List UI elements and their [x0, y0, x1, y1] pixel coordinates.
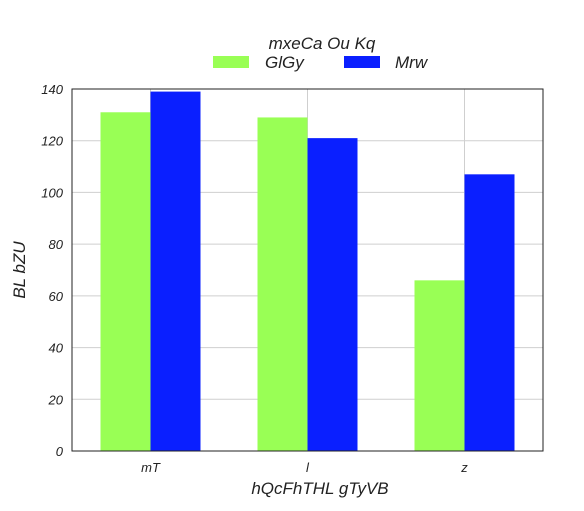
x-tick-label: mT: [141, 460, 161, 475]
legend-title: mxeCa Ou Kq: [269, 34, 376, 53]
bar-glgy-z: [414, 280, 465, 451]
legend-swatch-mrw: [344, 56, 380, 68]
y-tick-label: 60: [49, 289, 64, 304]
legend: mxeCa Ou Kq GlGy Mrw: [213, 34, 429, 72]
y-tick-label: 0: [56, 444, 64, 459]
y-tick-label: 80: [49, 237, 64, 252]
plot-frame: [71, 88, 544, 452]
x-axis-label: hQcFhTHL gTyVB: [251, 479, 388, 498]
y-tick-label: 20: [48, 392, 64, 407]
y-tick-labels: 0 20 40 60 80 100 120 140: [41, 82, 63, 459]
y-tick-label: 140: [41, 82, 63, 97]
bar-mrw-l: [307, 138, 358, 451]
x-tick-labels: mT l z: [141, 460, 468, 475]
x-tick-label: l: [306, 460, 310, 475]
y-axis-label: BL bZU: [10, 241, 29, 299]
bar-glgy-l: [257, 117, 308, 451]
bar-mrw-z: [464, 174, 515, 452]
legend-label-mrw: Mrw: [395, 53, 429, 72]
bars: [100, 91, 515, 452]
y-tick-label: 120: [41, 134, 63, 149]
x-tick-label: z: [460, 460, 468, 475]
y-tick-label: 100: [41, 185, 63, 200]
bar-glgy-mt: [100, 112, 151, 452]
legend-swatch-glgy: [213, 56, 249, 68]
legend-label-glgy: GlGy: [265, 53, 305, 72]
y-tick-label: 40: [49, 341, 64, 356]
bar-mrw-mt: [150, 91, 201, 451]
